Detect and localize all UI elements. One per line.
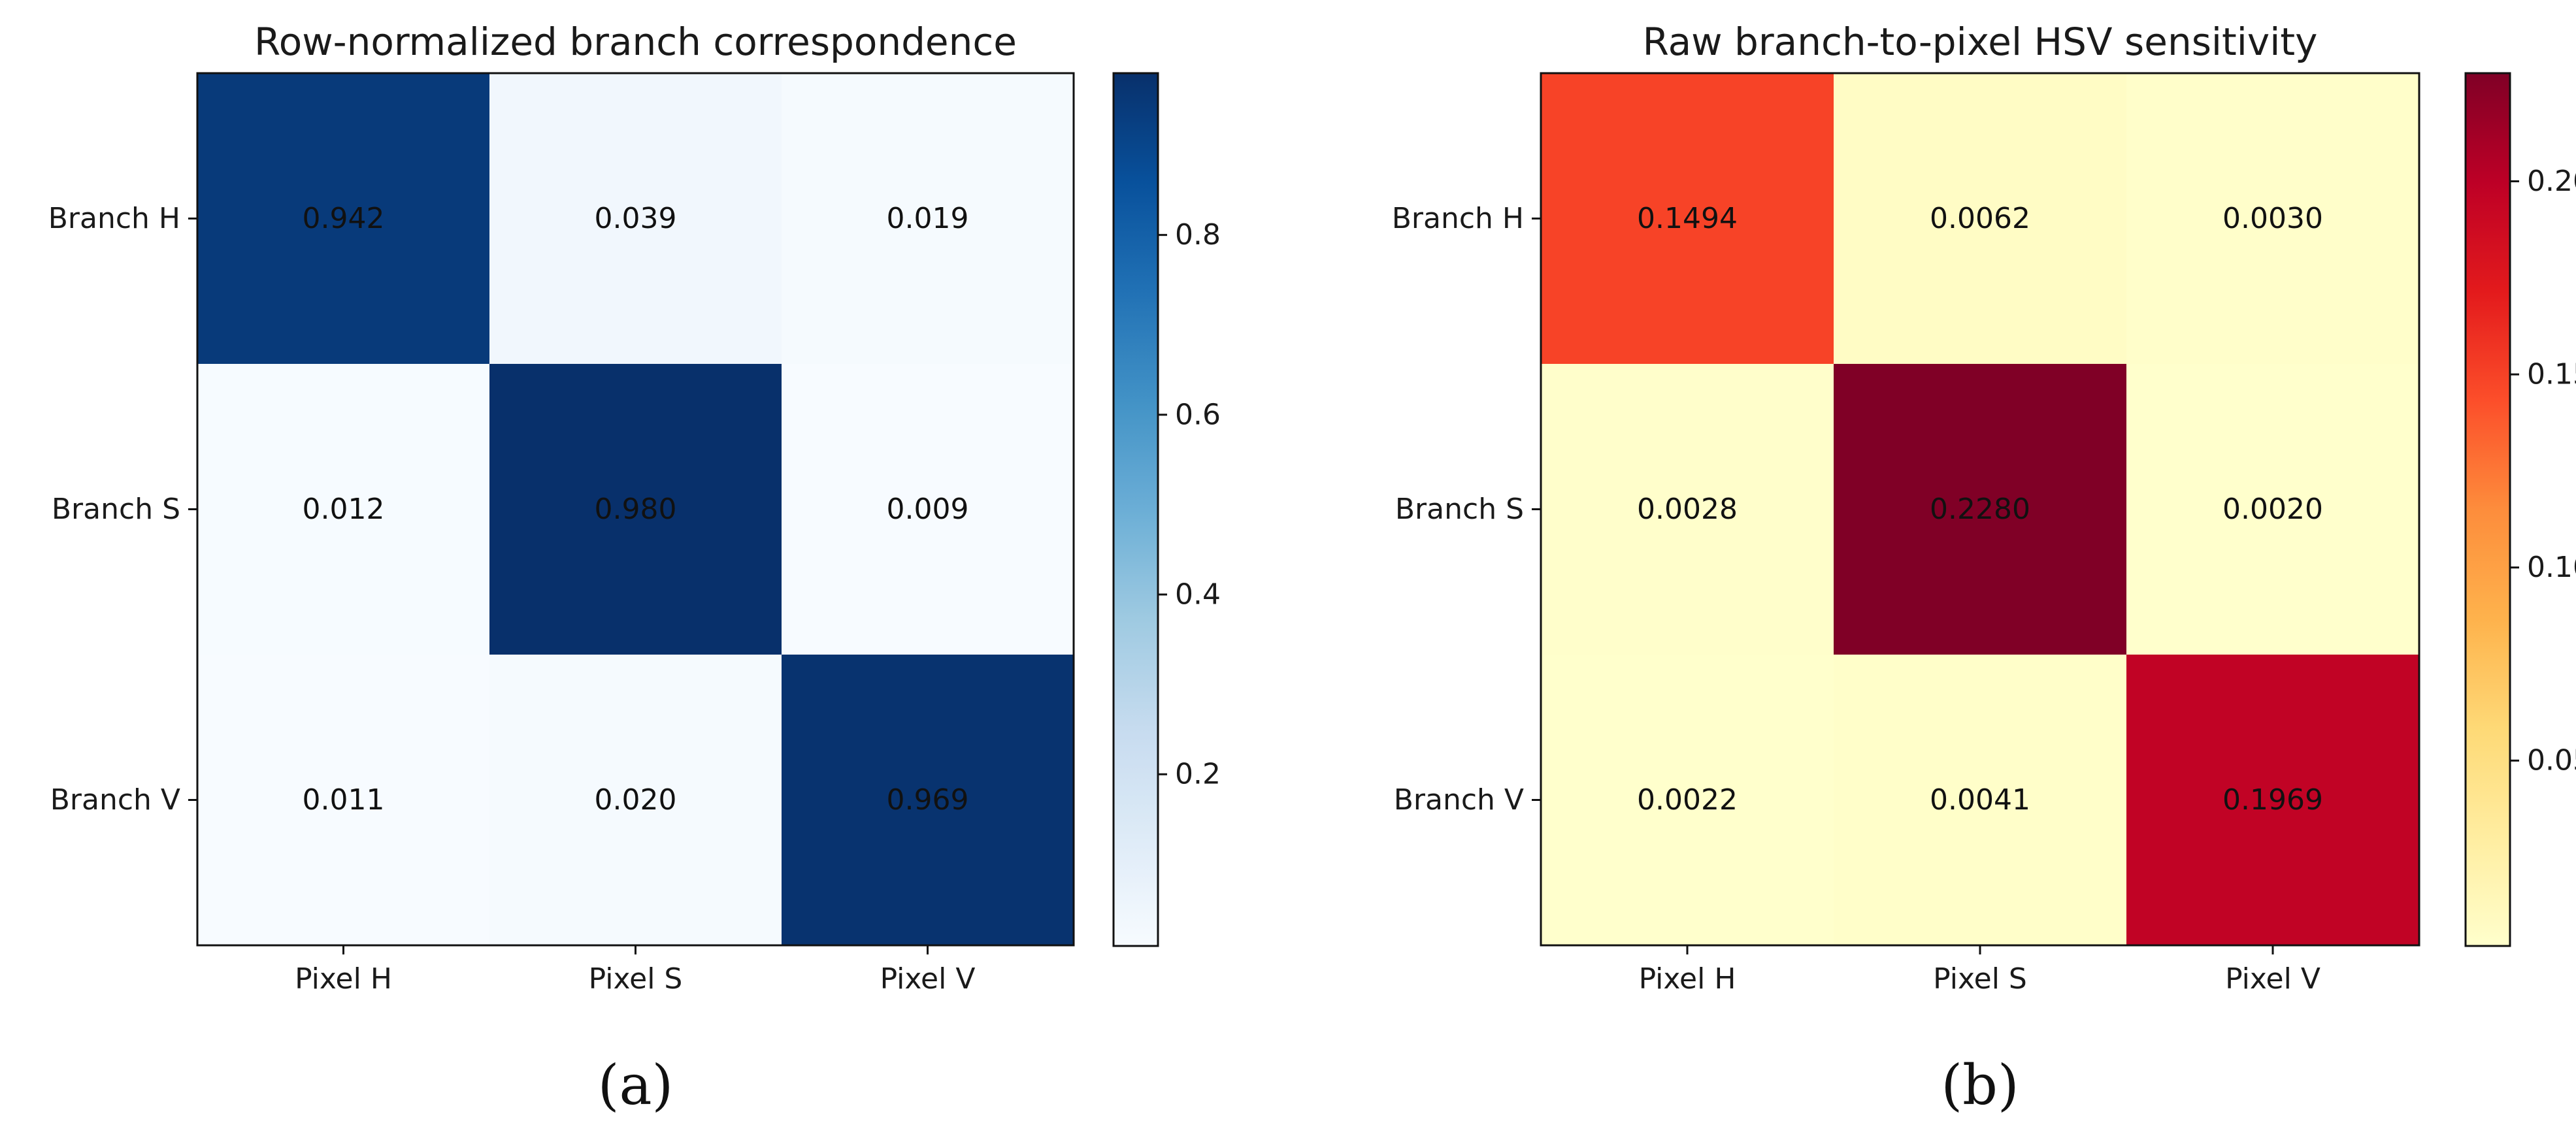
panel-b: Raw branch-to-pixel HSV sensitivity 0.149… (1392, 20, 2576, 1117)
heatmap-cell (489, 364, 782, 655)
panel-title: Row-normalized branch correspondence (254, 20, 1017, 64)
cell-value-label: 0.020 (595, 783, 677, 817)
colorbar-tick-label: 0.05 (2527, 744, 2576, 777)
cell-value-label: 0.0022 (1637, 783, 1738, 817)
heatmap-cell (1541, 364, 1834, 655)
heatmap-cell (782, 364, 1074, 655)
heatmap-cell (197, 73, 490, 365)
x-tick-label: Pixel V (880, 962, 976, 996)
cell-value-label: 0.0041 (1930, 783, 2030, 817)
cell-value-label: 0.0030 (2222, 202, 2323, 235)
heatmap-cell (489, 73, 782, 365)
heatmap-cell (1541, 73, 1834, 365)
cell-value-label: 0.1969 (2222, 783, 2323, 817)
cell-value-label: 0.0028 (1637, 493, 1738, 526)
cell-value-label: 0.019 (887, 202, 969, 235)
cell-value-label: 0.009 (887, 493, 969, 526)
colorbar-tick-label: 0.15 (2527, 358, 2576, 391)
cell-value-label: 0.012 (303, 493, 385, 526)
panel-a: Row-normalized branch correspondence 0.94… (48, 20, 1221, 1117)
heatmap-cell (1541, 655, 1834, 946)
colorbar-tick-label: 0.6 (1175, 398, 1221, 431)
heatmap-cell (1834, 364, 2127, 655)
cell-value-label: 0.942 (303, 202, 385, 235)
cell-value-label: 0.969 (887, 783, 969, 817)
heatmap-cell (2126, 73, 2420, 365)
colorbar-tick-label: 0.20 (2527, 165, 2576, 198)
panel-title: Raw branch-to-pixel HSV sensitivity (1643, 20, 2318, 64)
cell-value-label: 0.039 (595, 202, 677, 235)
heatmap-cell (2126, 655, 2420, 946)
panel-caption: (a) (598, 1053, 674, 1117)
y-tick-label: Branch H (1392, 202, 1524, 235)
colorbar-tick-label: 0.4 (1175, 578, 1221, 611)
colorbar-tick-label: 0.10 (2527, 551, 2576, 584)
heatmap-cell (489, 655, 782, 946)
y-tick-label: Branch V (1394, 783, 1524, 817)
x-tick-label: Pixel S (1933, 962, 2027, 996)
cell-value-label: 0.980 (595, 493, 677, 526)
heatmap-cell (782, 655, 1074, 946)
heatmap-cell (197, 364, 490, 655)
y-tick-label: Branch S (1395, 493, 1524, 526)
heatmap-cell (197, 655, 490, 946)
cell-value-label: 0.0062 (1930, 202, 2030, 235)
cell-value-label: 0.0020 (2222, 493, 2323, 526)
colorbar-tick-label: 0.2 (1175, 758, 1221, 791)
colorbar (1112, 72, 1159, 947)
y-tick-label: Branch S (52, 493, 180, 526)
heatmap-cell (1834, 655, 2127, 946)
colorbar-tick-label: 0.8 (1175, 218, 1221, 252)
cell-value-label: 0.011 (303, 783, 385, 817)
cell-value-label: 0.1494 (1637, 202, 1738, 235)
x-tick-label: Pixel V (2225, 962, 2320, 996)
heatmap-cell (2126, 364, 2420, 655)
panel-caption: (b) (1941, 1053, 2019, 1117)
y-tick-label: Branch V (50, 783, 180, 817)
x-tick-label: Pixel H (295, 962, 392, 996)
heatmap-cell (782, 73, 1074, 365)
heatmap-cell (1834, 73, 2127, 365)
colorbar (2464, 72, 2511, 947)
cell-value-label: 0.2280 (1930, 493, 2030, 526)
x-tick-label: Pixel S (589, 962, 683, 996)
x-tick-label: Pixel H (1639, 962, 1736, 996)
y-tick-label: Branch H (48, 202, 180, 235)
